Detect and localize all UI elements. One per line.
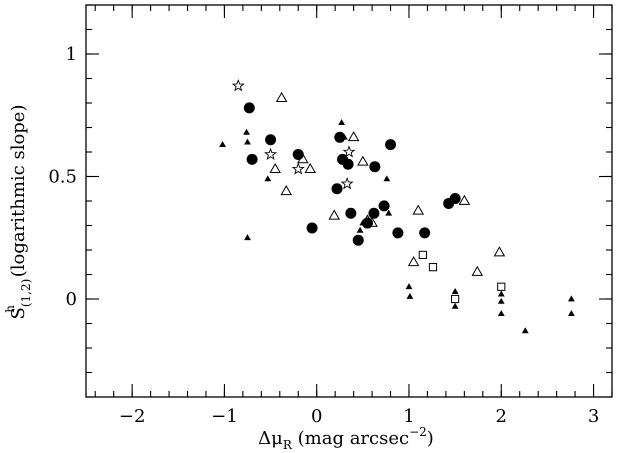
- data-points: [219, 79, 575, 334]
- plot-frame: [85, 4, 613, 398]
- filled-triangle-point: [338, 119, 346, 125]
- open-square-point: [451, 294, 460, 304]
- filled-triangle-point: [383, 175, 391, 182]
- filled-circle-point: [306, 222, 318, 234]
- filled-triangle-point: [497, 297, 505, 304]
- x-tick-label: −2: [119, 406, 146, 427]
- open-triangle-point: [361, 214, 374, 225]
- open-star-point: [342, 145, 356, 158]
- open-triangle-point: [297, 153, 309, 164]
- filled-circle-point: [369, 161, 381, 173]
- filled-triangle-point: [244, 234, 251, 241]
- filled-triangle-point: [244, 138, 251, 145]
- filled-circle-point: [392, 227, 404, 239]
- filled-triangle-point: [497, 310, 505, 317]
- open-star-point: [264, 147, 278, 160]
- filled-circle-point: [342, 158, 354, 170]
- filled-triangle-point: [451, 288, 459, 294]
- filled-triangle-point: [567, 295, 575, 302]
- filled-circle-point: [385, 139, 397, 151]
- filled-circle-point: [352, 234, 364, 246]
- filled-circle-point: [378, 200, 390, 212]
- filled-triangle-point: [356, 226, 364, 233]
- filled-circle-point: [265, 134, 277, 146]
- x-axis-label: ΔμR (mag arcsec−2): [258, 425, 434, 452]
- filled-triangle-point: [405, 283, 413, 290]
- open-square-point: [428, 263, 438, 272]
- filled-triangle-point: [219, 141, 226, 147]
- y-tick-label: 1: [66, 44, 77, 65]
- open-triangle-point: [407, 256, 420, 267]
- filled-triangle-point: [264, 175, 272, 182]
- open-triangle-point: [366, 216, 378, 227]
- open-triangle-point: [347, 131, 360, 142]
- y-axis-label: S(1,2)h (logarithmic slope): [3, 105, 33, 320]
- y-tick-label: 0.5: [48, 167, 77, 188]
- open-triangle-point: [269, 162, 281, 174]
- filled-triangle-point: [521, 327, 529, 334]
- open-triangle-point: [493, 246, 506, 257]
- tick-labels: −2 −1 0 1 2 3 0 0.5 1: [48, 44, 599, 427]
- filled-circle-point: [243, 102, 255, 114]
- filled-circle-point: [368, 207, 380, 219]
- filled-triangle-point: [497, 290, 505, 297]
- x-tick-label: 1: [403, 406, 414, 427]
- open-triangle-point: [328, 209, 341, 220]
- open-triangle-point: [280, 184, 293, 196]
- filled-triangle-point: [451, 302, 459, 309]
- x-tick-label: −1: [211, 406, 238, 427]
- open-star-point: [340, 177, 354, 190]
- open-triangle-point: [275, 91, 288, 102]
- open-triangle-point: [412, 204, 425, 215]
- filled-triangle-point: [340, 133, 348, 140]
- x-tick-label: 0: [311, 406, 322, 427]
- filled-triangle-point: [385, 209, 393, 216]
- open-star-point: [231, 79, 245, 92]
- x-tick-label: 2: [496, 406, 507, 427]
- filled-circle-point: [334, 131, 346, 143]
- open-triangle-point: [304, 162, 317, 174]
- open-square-point: [418, 250, 427, 260]
- filled-triangle-point: [567, 310, 575, 317]
- filled-triangle-point: [243, 128, 250, 135]
- filled-circle-point: [345, 207, 357, 219]
- y-tick-label: 0: [66, 289, 77, 310]
- filled-circle-point: [331, 183, 343, 195]
- x-tick-label: 3: [588, 406, 599, 427]
- filled-circle-point: [246, 153, 258, 165]
- filled-circle-point: [449, 193, 461, 205]
- open-triangle-point: [357, 155, 369, 166]
- filled-circle-point: [292, 148, 304, 160]
- open-square-point: [497, 282, 506, 291]
- open-star-point: [291, 162, 305, 175]
- filled-circle-point: [419, 227, 431, 239]
- filled-triangle-point: [406, 292, 414, 299]
- plot-border: [85, 4, 613, 398]
- axis-ticks: [86, 4, 613, 398]
- open-triangle-point: [471, 265, 484, 276]
- open-triangle-point: [458, 194, 471, 205]
